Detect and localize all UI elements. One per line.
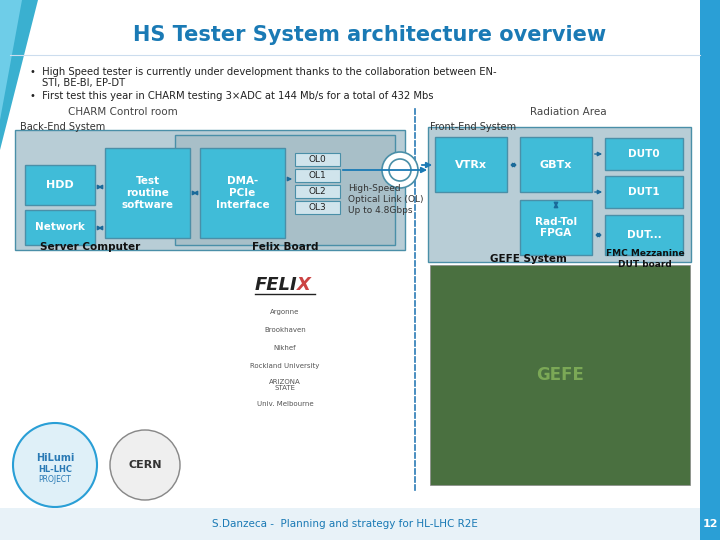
Text: •  First test this year in CHARM testing 3×ADC at 144 Mb/s for a total of 432 Mb: • First test this year in CHARM testing … [30, 91, 433, 101]
Text: Univ. Melbourne: Univ. Melbourne [257, 401, 313, 407]
FancyBboxPatch shape [25, 210, 95, 245]
Text: OL0: OL0 [308, 155, 326, 164]
Text: Back-End System: Back-End System [20, 122, 105, 132]
Text: FELI: FELI [255, 276, 298, 294]
Text: STI, BE-BI, EP-DT: STI, BE-BI, EP-DT [42, 78, 125, 88]
Text: 12: 12 [702, 519, 718, 529]
FancyBboxPatch shape [520, 200, 592, 255]
Text: Network: Network [35, 222, 85, 233]
Text: Brookhaven: Brookhaven [264, 327, 306, 333]
Circle shape [13, 423, 97, 507]
FancyBboxPatch shape [15, 130, 405, 250]
Text: High-Speed
Optical Link (OL)
Up to 4.8Gbps: High-Speed Optical Link (OL) Up to 4.8Gb… [348, 184, 423, 215]
Text: Argonne: Argonne [270, 309, 300, 315]
Bar [700, 508, 720, 540]
Text: PROJECT: PROJECT [39, 476, 71, 484]
Text: HL-LHC: HL-LHC [38, 465, 72, 475]
Text: ARIZONA
STATE: ARIZONA STATE [269, 379, 301, 392]
Text: OL2: OL2 [308, 187, 326, 196]
Text: Rad-Tol
FPGA: Rad-Tol FPGA [535, 217, 577, 238]
Text: Server Computer: Server Computer [40, 242, 140, 252]
Text: GBTx: GBTx [540, 159, 572, 170]
FancyBboxPatch shape [605, 138, 683, 170]
Bar [0, 508, 700, 540]
Bar [0, 255, 700, 540]
FancyBboxPatch shape [295, 169, 340, 182]
Circle shape [389, 159, 411, 181]
Text: Front-End System: Front-End System [430, 122, 516, 132]
Bar [430, 265, 690, 485]
Text: OL3: OL3 [308, 203, 326, 212]
Text: Felix Board: Felix Board [252, 242, 318, 252]
Text: HS Tester System architecture overview: HS Tester System architecture overview [133, 25, 606, 45]
Text: VTRx: VTRx [455, 159, 487, 170]
Text: Nikhef: Nikhef [274, 345, 297, 351]
FancyBboxPatch shape [295, 153, 340, 166]
FancyBboxPatch shape [105, 148, 190, 238]
Text: GEFE System: GEFE System [490, 254, 567, 264]
Text: CHARM Control room: CHARM Control room [68, 107, 178, 117]
Text: DMA-
PCIe
Interface: DMA- PCIe Interface [216, 177, 269, 210]
Text: DUT...: DUT... [626, 230, 662, 240]
Bar [700, 0, 720, 540]
FancyBboxPatch shape [175, 135, 395, 245]
Text: HiLumi: HiLumi [36, 453, 74, 463]
Text: DUT0: DUT0 [628, 149, 660, 159]
Text: GEFE: GEFE [536, 366, 584, 384]
Text: Radiation Area: Radiation Area [530, 107, 607, 117]
FancyBboxPatch shape [200, 148, 285, 238]
FancyBboxPatch shape [605, 176, 683, 208]
Text: S.Danzeca -  Planning and strategy for HL-LHC R2E: S.Danzeca - Planning and strategy for HL… [212, 519, 478, 529]
Polygon shape [0, 0, 38, 150]
FancyBboxPatch shape [520, 137, 592, 192]
FancyBboxPatch shape [295, 201, 340, 214]
Text: DUT1: DUT1 [628, 187, 660, 197]
Circle shape [382, 152, 418, 188]
FancyBboxPatch shape [428, 127, 691, 262]
FancyBboxPatch shape [435, 137, 507, 192]
Text: •  High Speed tester is currently under development thanks to the collaboration : • High Speed tester is currently under d… [30, 67, 497, 77]
Text: HDD: HDD [46, 180, 74, 190]
FancyBboxPatch shape [295, 185, 340, 198]
Polygon shape [0, 0, 22, 120]
Text: Rockland University: Rockland University [251, 363, 320, 369]
FancyBboxPatch shape [605, 215, 683, 255]
Text: X: X [297, 276, 311, 294]
Text: FMC Mezzanine
DUT board: FMC Mezzanine DUT board [606, 249, 684, 269]
Text: OL1: OL1 [308, 171, 326, 180]
Text: CERN: CERN [128, 460, 162, 470]
Circle shape [110, 430, 180, 500]
Text: Test
routine
software: Test routine software [122, 177, 174, 210]
FancyBboxPatch shape [25, 165, 95, 205]
